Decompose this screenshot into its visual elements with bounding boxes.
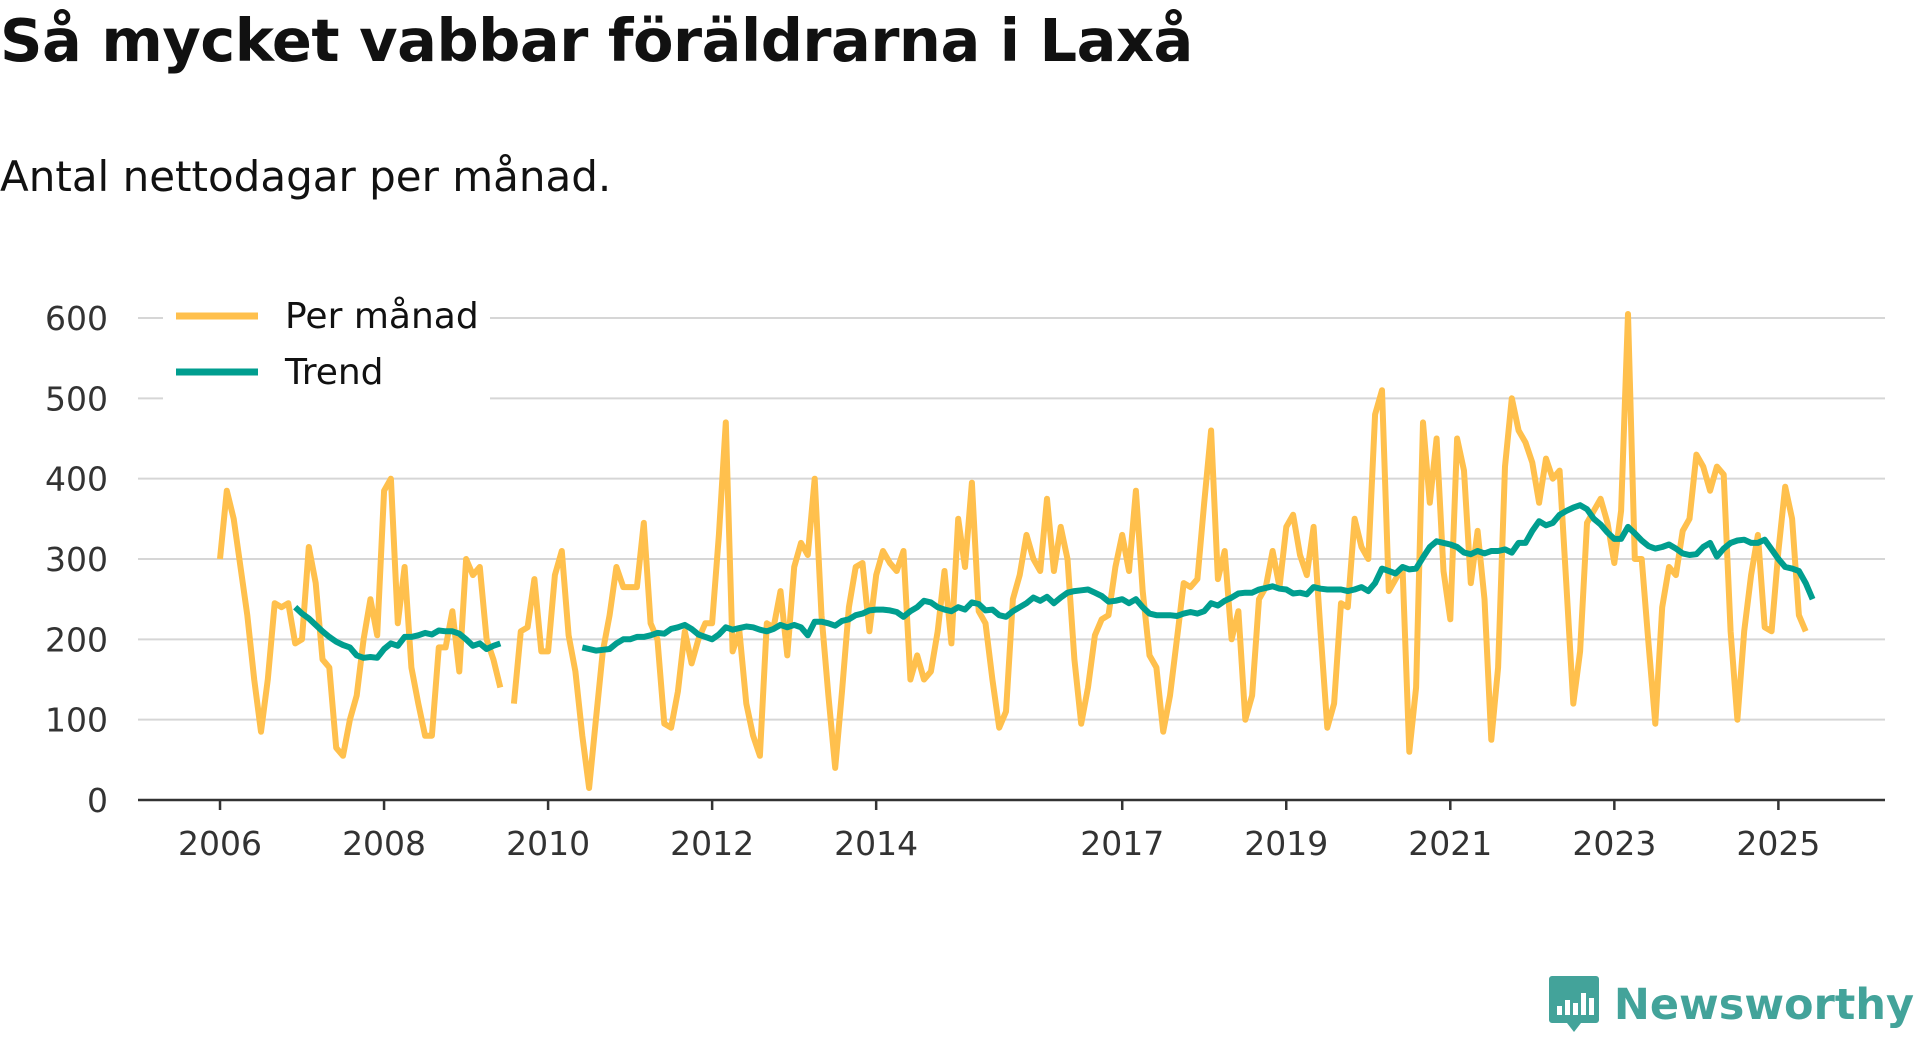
series-lines [217, 311, 1816, 791]
chart-subtitle: Antal nettodagar per månad. [0, 152, 612, 201]
y-tick-label: 500 [45, 379, 108, 418]
y-axis: 0 100 200 300 400 500 600 [45, 299, 108, 820]
x-tick-label: 2012 [670, 824, 754, 863]
x-tick-label: 2008 [342, 824, 426, 863]
y-tick-label: 400 [45, 460, 108, 499]
brand-name: Newsworthy [1613, 980, 1914, 1030]
x-tick-label: 2010 [506, 824, 590, 863]
y-tick-label: 0 [87, 781, 108, 820]
x-tick-label: 2006 [178, 824, 262, 863]
x-tick-label: 2025 [1736, 824, 1820, 863]
y-tick-label: 100 [45, 701, 108, 740]
x-tick-label: 2023 [1572, 824, 1656, 863]
y-tick-label: 600 [45, 299, 108, 338]
chart-title: Så mycket vabbar föräldrarna i Laxå [0, 6, 1193, 75]
legend-label-trend: Trend [284, 352, 384, 393]
y-tick-label: 200 [45, 620, 108, 659]
legend-label-per-manad: Per månad [285, 296, 479, 337]
series-line-per-manad-segment-1 [217, 475, 504, 759]
legend: Per månad Trend [163, 286, 490, 410]
series-line-trend-segment-1 [293, 605, 502, 661]
y-tick-label: 300 [45, 540, 108, 579]
x-tick-label: 2014 [834, 824, 918, 863]
x-tick-label: 2021 [1408, 824, 1492, 863]
series-line-trend-segment-2 [581, 502, 1816, 654]
newsworthy-logo-icon [1548, 976, 1599, 1032]
line-chart: 2006 2008 2010 2012 2014 2017 2019 2021 2023 2025… [45, 286, 1885, 863]
series-line-per-manad-segment-2 [510, 311, 1809, 791]
brand-logo: Newsworthy [1548, 970, 1914, 1040]
x-tick-label: 2017 [1080, 824, 1164, 863]
x-axis: 2006 2008 2010 2012 2014 2017 2019 2021 2023 2025 [138, 798, 1885, 863]
legend-background [163, 286, 490, 410]
x-tick-label: 2019 [1244, 824, 1328, 863]
